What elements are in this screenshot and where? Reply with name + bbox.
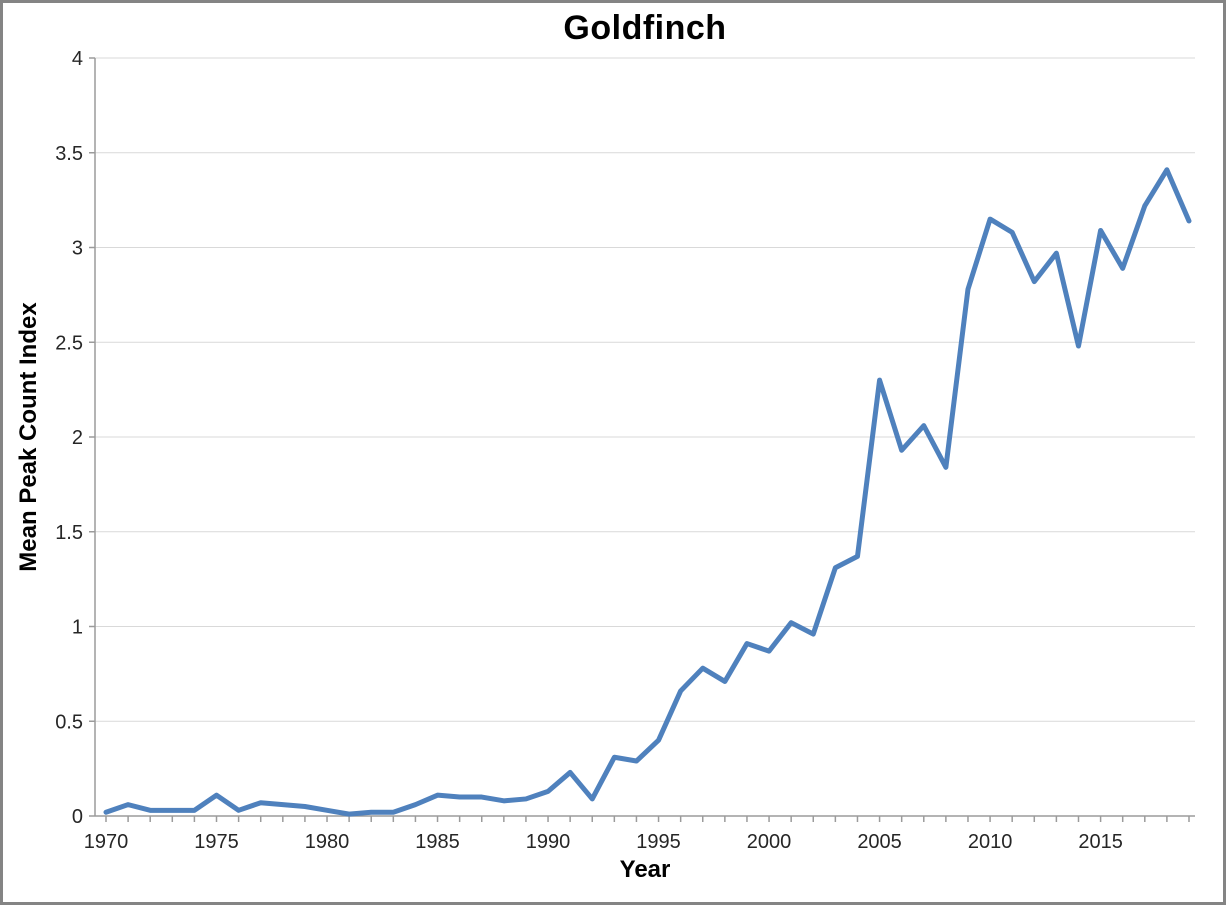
y-tick-label: 4 [72,48,83,70]
x-tick-label: 1990 [526,831,571,853]
x-tick-label: 1975 [194,831,239,853]
y-tick-label: 1.5 [55,522,83,544]
y-tick-label: 2.5 [55,332,83,354]
y-tick-label: 2 [72,427,83,449]
x-tick-label: 2015 [1078,831,1123,853]
x-tick-label: 2005 [857,831,902,853]
data-series-line [103,167,1192,817]
x-tick-label: 2000 [747,831,792,853]
x-tick-label: 2010 [968,831,1013,853]
x-tick-label: 1980 [305,831,350,853]
x-axis-title: Year [619,856,671,883]
x-tick-label: 1995 [636,831,681,853]
y-tick-label: 0 [72,806,83,828]
x-tick-label: 1970 [84,831,129,853]
y-tick-label: 0.5 [55,711,83,733]
chart-title: Goldfinch [563,9,727,47]
x-tick-label: 1985 [415,831,460,853]
y-tick-label: 3.5 [55,143,83,165]
y-tick-label: 1 [72,617,83,639]
y-tick-label: 3 [72,238,83,260]
line-chart-plot-area: 0 0.5 1 1.5 2 2.5 3 3.5 4 1970 1975 1980 1985 1990 199… [55,48,1195,853]
